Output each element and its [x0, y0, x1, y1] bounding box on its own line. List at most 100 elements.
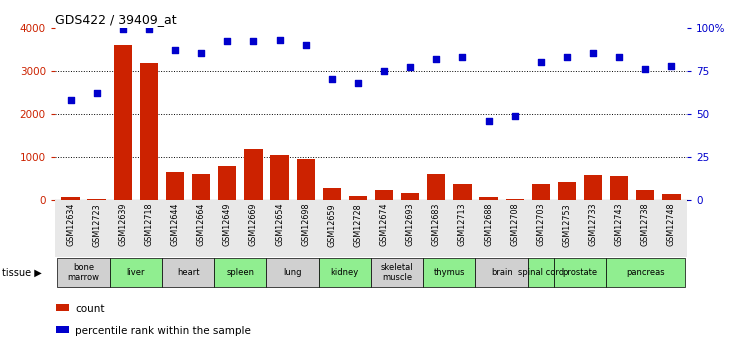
Text: GSM12693: GSM12693 [406, 203, 414, 246]
Bar [606, 258, 684, 287]
Point [169, 47, 181, 53]
Text: GSM12713: GSM12713 [458, 203, 467, 246]
Bar [162, 258, 214, 287]
Point [613, 54, 625, 60]
Point [404, 65, 416, 70]
Bar [554, 258, 606, 287]
Text: GSM12659: GSM12659 [327, 203, 336, 247]
Bar [218, 166, 236, 200]
Text: GSM12664: GSM12664 [197, 203, 205, 246]
Text: GSM12748: GSM12748 [667, 203, 676, 246]
Text: lung: lung [284, 268, 302, 277]
Text: spinal cord: spinal cord [518, 268, 564, 277]
Bar [475, 258, 528, 287]
Text: GSM12634: GSM12634 [66, 203, 75, 246]
Point [431, 56, 442, 61]
Bar [214, 258, 267, 287]
Bar [662, 194, 681, 200]
Bar [319, 258, 371, 287]
Text: liver: liver [126, 268, 145, 277]
Text: GSM12698: GSM12698 [301, 203, 310, 246]
Bar [375, 190, 393, 200]
Bar [584, 175, 602, 200]
Bar [88, 199, 106, 200]
Point [587, 51, 599, 56]
Point [300, 42, 311, 48]
Text: GSM12708: GSM12708 [510, 203, 519, 246]
Text: GSM12683: GSM12683 [432, 203, 441, 246]
Text: heart: heart [177, 268, 200, 277]
Bar [297, 159, 315, 200]
Bar [531, 184, 550, 200]
Point [195, 51, 207, 56]
Text: spleen: spleen [227, 268, 254, 277]
Text: GDS422 / 39409_at: GDS422 / 39409_at [55, 13, 176, 27]
Point [535, 59, 547, 65]
Point [482, 118, 494, 124]
Bar [401, 193, 420, 200]
Point [378, 68, 390, 73]
Bar [506, 199, 524, 200]
Bar [58, 258, 110, 287]
Text: count: count [75, 304, 105, 314]
Bar [110, 258, 162, 287]
Text: GSM12654: GSM12654 [275, 203, 284, 246]
Bar [349, 196, 367, 200]
Point [561, 54, 573, 60]
Text: GSM12644: GSM12644 [170, 203, 180, 246]
Text: GSM12669: GSM12669 [249, 203, 258, 246]
Text: GSM12743: GSM12743 [615, 203, 624, 246]
Text: GSM12639: GSM12639 [118, 203, 127, 246]
Bar [480, 197, 498, 200]
Bar [113, 45, 132, 200]
Text: GSM12728: GSM12728 [353, 203, 363, 247]
Text: tissue ▶: tissue ▶ [2, 268, 42, 277]
Point [143, 27, 155, 32]
Bar [427, 174, 445, 200]
Bar [267, 258, 319, 287]
Point [326, 77, 338, 82]
Bar [244, 149, 262, 200]
Bar [636, 190, 654, 200]
Text: bone
marrow: bone marrow [67, 263, 99, 282]
Text: GSM12738: GSM12738 [641, 203, 650, 246]
Bar [453, 184, 471, 200]
Point [91, 90, 102, 96]
Bar [528, 258, 554, 287]
Text: GSM12723: GSM12723 [92, 203, 101, 247]
Text: GSM12674: GSM12674 [379, 203, 389, 246]
Point [273, 37, 285, 42]
Point [248, 39, 260, 44]
Text: percentile rank within the sample: percentile rank within the sample [75, 326, 251, 336]
Point [221, 39, 233, 44]
Point [117, 27, 129, 32]
Bar [166, 172, 184, 200]
Point [352, 80, 364, 86]
Text: thymus: thymus [433, 268, 465, 277]
Text: GSM12703: GSM12703 [537, 203, 545, 246]
Bar [270, 155, 289, 200]
Text: brain: brain [491, 268, 512, 277]
Text: skeletal
muscle: skeletal muscle [381, 263, 414, 282]
Bar [558, 181, 576, 200]
Point [640, 66, 651, 72]
Point [64, 97, 76, 103]
Text: GSM12753: GSM12753 [562, 203, 572, 247]
Bar [192, 174, 211, 200]
Point [509, 113, 520, 118]
Text: GSM12688: GSM12688 [484, 203, 493, 246]
Bar [423, 258, 475, 287]
Text: GSM12718: GSM12718 [145, 203, 154, 246]
Bar [322, 188, 341, 200]
Point [457, 54, 469, 60]
Bar [371, 258, 423, 287]
Text: pancreas: pancreas [626, 268, 664, 277]
Point [666, 63, 678, 68]
Text: prostate: prostate [562, 268, 597, 277]
Bar [61, 197, 80, 200]
Text: GSM12649: GSM12649 [223, 203, 232, 246]
Bar [610, 176, 629, 200]
Bar [140, 63, 158, 200]
Text: GSM12733: GSM12733 [588, 203, 597, 246]
Text: kidney: kidney [330, 268, 359, 277]
